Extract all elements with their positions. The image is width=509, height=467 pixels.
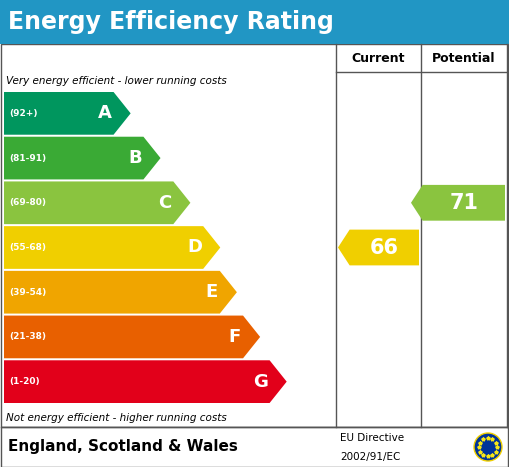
Bar bbox=[0, 0, 509, 44]
Text: (55-68): (55-68) bbox=[9, 243, 46, 252]
Text: Potential: Potential bbox=[432, 51, 496, 64]
Polygon shape bbox=[4, 226, 220, 269]
Circle shape bbox=[474, 433, 502, 461]
Text: Very energy efficient - lower running costs: Very energy efficient - lower running co… bbox=[6, 76, 227, 86]
Polygon shape bbox=[4, 137, 160, 179]
Polygon shape bbox=[411, 185, 505, 221]
Bar bbox=[1, 427, 508, 467]
Polygon shape bbox=[338, 230, 419, 265]
Text: (69-80): (69-80) bbox=[9, 198, 46, 207]
Text: England, Scotland & Wales: England, Scotland & Wales bbox=[8, 439, 238, 454]
Text: D: D bbox=[187, 239, 202, 256]
Text: C: C bbox=[158, 194, 172, 212]
Text: (21-38): (21-38) bbox=[9, 333, 46, 341]
Text: B: B bbox=[128, 149, 142, 167]
Text: (1-20): (1-20) bbox=[9, 377, 40, 386]
Polygon shape bbox=[4, 316, 260, 358]
Text: A: A bbox=[98, 104, 112, 122]
Text: (39-54): (39-54) bbox=[9, 288, 46, 297]
Polygon shape bbox=[4, 360, 287, 403]
Bar bbox=[1, 44, 508, 427]
Text: E: E bbox=[205, 283, 217, 301]
Polygon shape bbox=[4, 271, 237, 313]
Text: (92+): (92+) bbox=[9, 109, 38, 118]
Text: Energy Efficiency Rating: Energy Efficiency Rating bbox=[8, 10, 334, 34]
Text: (81-91): (81-91) bbox=[9, 154, 46, 163]
Text: G: G bbox=[253, 373, 268, 390]
Text: 66: 66 bbox=[370, 238, 399, 257]
Text: 71: 71 bbox=[449, 193, 478, 213]
Text: Not energy efficient - higher running costs: Not energy efficient - higher running co… bbox=[6, 413, 227, 423]
Text: 2002/91/EC: 2002/91/EC bbox=[340, 452, 401, 461]
Polygon shape bbox=[4, 92, 131, 134]
Polygon shape bbox=[4, 181, 190, 224]
Text: Current: Current bbox=[352, 51, 405, 64]
Text: EU Directive: EU Directive bbox=[340, 433, 404, 443]
Text: F: F bbox=[229, 328, 241, 346]
